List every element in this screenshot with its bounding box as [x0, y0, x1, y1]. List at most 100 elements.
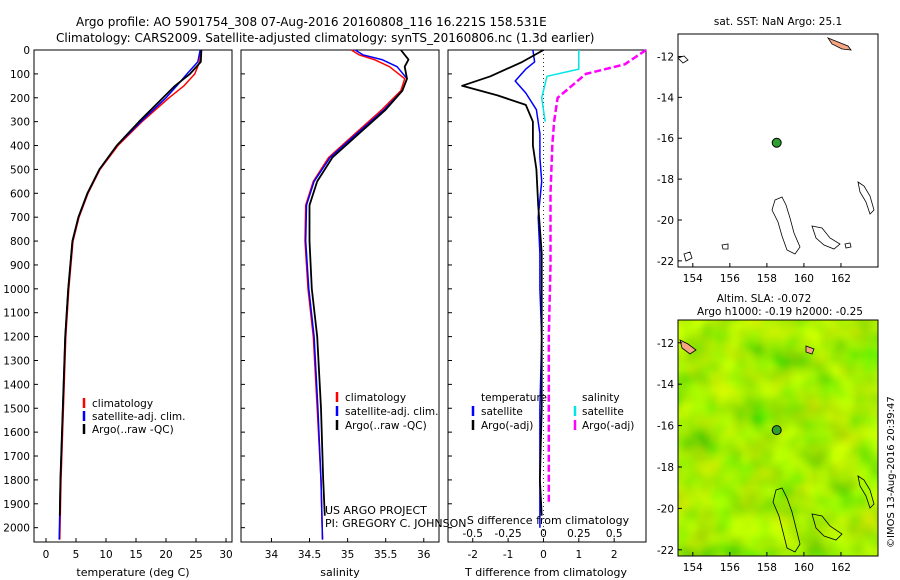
map-y-tick-label: -20	[657, 503, 674, 515]
reef-contour	[857, 475, 875, 509]
salinity-panel: 34 34.5 35 35.5 36 salinity climatology sate…	[240, 49, 466, 579]
sst-map: sat. SST: NaN Argo: 25.1 154 156 158 160 162…	[657, 16, 879, 285]
temperature-panel: 0100200300400500600700800900100011001200…	[3, 45, 232, 579]
map-x-tick-label: 154	[683, 562, 703, 574]
s-tick-label: 0.5	[606, 528, 623, 540]
coastline-land	[679, 339, 697, 355]
legend-label-argo: Argo(..raw -QC)	[92, 424, 174, 436]
project-annotation: US ARGO PROJECT	[325, 504, 427, 517]
x-tick-label: 30	[219, 549, 232, 561]
depth-tick-label: 1500	[3, 403, 30, 415]
series-line-argo-raw-qc-	[58, 49, 203, 516]
sla-heatmap-field	[678, 320, 878, 556]
s-difference-xlabel: S difference from climatology	[467, 514, 630, 527]
temperature-xlabel: temperature (deg C)	[76, 566, 189, 579]
salinity-xlabel: salinity	[320, 566, 360, 579]
t-difference-xlabel: T difference from climatology	[464, 566, 627, 579]
map-y-tick-label: -16	[657, 133, 674, 145]
series-line-climatology	[59, 49, 202, 540]
x-tick-label: -2	[468, 549, 478, 561]
legend-title-temperature: temperature	[481, 392, 547, 404]
salinity-legend: climatology satellite-adj. clim. Argo(..…	[335, 392, 438, 432]
map-y-tick-label: -22	[657, 545, 674, 557]
argo-float-marker	[771, 425, 782, 436]
depth-tick-label: 100	[10, 69, 30, 81]
difference-series	[461, 48, 647, 528]
x-tick-label: 34.5	[298, 549, 321, 561]
map-y-tick-label: -22	[657, 256, 674, 268]
depth-tick-label: 1700	[3, 451, 30, 463]
map-x-tick-label: 160	[794, 562, 814, 574]
s-tick-label: 0.25	[567, 528, 590, 540]
legend-label-t-argo: Argo(-adj)	[481, 420, 533, 432]
map-x-tick-label: 162	[831, 273, 851, 285]
reef-contour	[857, 181, 875, 215]
temperature-axes-frame	[33, 49, 233, 543]
sst-map-ticks: 154 156 158 160 162 -12 -14 -16 -18 -20 -22	[657, 51, 851, 285]
depth-tick-label: 400	[10, 141, 30, 153]
salinity-series	[304, 49, 410, 540]
temperature-legend: climatology satellite-adj. clim. Argo(..…	[82, 398, 185, 436]
x-tick-label: 35.5	[374, 549, 397, 561]
x-tick-label: 15	[129, 549, 142, 561]
depth-tick-label: 1000	[3, 284, 30, 296]
x-tick-label: 1	[575, 549, 582, 561]
sst-map-frame	[677, 33, 879, 268]
x-tick-label: 10	[99, 549, 112, 561]
x-tick-label: 36	[417, 549, 431, 561]
depth-tick-label: 1200	[3, 332, 30, 344]
map-x-tick-label: 156	[720, 562, 740, 574]
reef-contour	[772, 487, 801, 553]
coastline-land	[826, 37, 852, 51]
depth-tick-label: 1400	[3, 379, 30, 391]
temperature-x-axis: 0 5 10 15 20 25 30	[43, 538, 233, 561]
legend-label-climatology: climatology	[92, 398, 153, 410]
series-line-argo-raw-qc-	[308, 49, 410, 516]
map-y-tick-label: -20	[657, 215, 674, 227]
reef-contour	[811, 513, 843, 541]
reef-contour	[683, 251, 693, 262]
series-line-satellite-adj-clim-	[304, 49, 408, 540]
depth-tick-label: 900	[10, 260, 30, 272]
t-difference-x-axis: -2 -1 0 1 2	[468, 538, 618, 561]
series-line-satellite-adj-clim-	[58, 49, 201, 540]
x-tick-label: 25	[189, 549, 202, 561]
figure-title-line2: Climatology: CARS2009. Satellite-adjuste…	[56, 31, 594, 45]
difference-axes-frame	[447, 49, 647, 543]
series-line-argo-adj-	[547, 48, 647, 504]
series-line-satellite	[514, 49, 543, 528]
sst-map-title: sat. SST: NaN Argo: 25.1	[714, 16, 842, 28]
map-x-tick-label: 154	[683, 273, 703, 285]
s-difference-x-axis: -0.5 -0.25 0 0.25 0.5	[463, 528, 623, 540]
s-tick-label: -0.25	[495, 528, 522, 540]
legend-label-s-argo: Argo(-adj)	[582, 420, 634, 432]
x-tick-label: 5	[73, 549, 80, 561]
x-tick-label: 2	[611, 549, 618, 561]
sla-map-ticks: 154 156 158 160 162 -12 -14 -16 -18 -20 -22	[657, 338, 851, 574]
depth-tick-label: 300	[10, 117, 30, 129]
map-x-tick-label: 156	[720, 273, 740, 285]
temperature-series	[58, 49, 203, 540]
figure-title-line1: Argo profile: AO 5901754_308 07-Aug-2016…	[76, 15, 547, 29]
depth-tick-label: 1300	[3, 355, 30, 367]
depth-tick-label: 200	[10, 93, 30, 105]
sla-map-title-line1: Altim. SLA: -0.072	[717, 293, 812, 305]
depth-tick-label: 500	[10, 164, 30, 176]
series-line-satellite	[540, 50, 580, 122]
map-x-tick-label: 158	[757, 273, 777, 285]
reef-contour	[811, 225, 841, 250]
difference-legend: temperature salinity satellite Argo(-adj…	[471, 392, 634, 432]
x-tick-label: 0	[540, 549, 547, 561]
sla-map-features	[679, 339, 875, 553]
legend-label-climatology: climatology	[345, 392, 406, 404]
argo-float-marker	[771, 137, 782, 148]
salinity-x-axis: 34 34.5 35 35.5 36	[265, 538, 431, 561]
x-tick-label: -1	[503, 549, 513, 561]
depth-axis: 0 100 200 300 400 500 600 700 800 900 1000 1100 1200…	[3, 45, 38, 535]
map-y-tick-label: -16	[657, 421, 674, 433]
reef-contour	[721, 243, 729, 250]
x-tick-label: 0	[43, 549, 50, 561]
map-x-tick-label: 162	[831, 562, 851, 574]
salinity-y-ticks	[241, 49, 245, 529]
depth-tick-label: 1900	[3, 499, 30, 511]
